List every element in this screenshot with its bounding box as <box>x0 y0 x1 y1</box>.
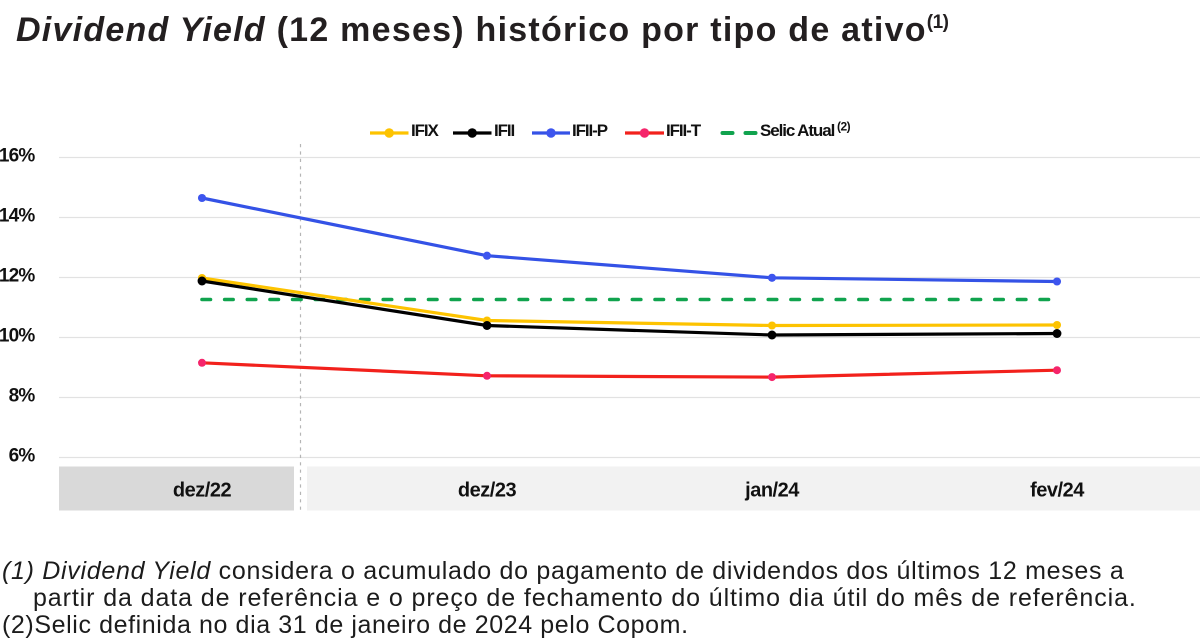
svg-text:16%: 16% <box>0 146 35 167</box>
svg-text:8%: 8% <box>9 386 36 407</box>
svg-text:Selic Atual: Selic Atual <box>760 121 835 140</box>
svg-text:14%: 14% <box>0 206 35 227</box>
svg-text:dez/23: dez/23 <box>458 480 517 502</box>
svg-text:IFIX: IFIX <box>411 121 440 140</box>
svg-text:IFII: IFII <box>494 121 515 140</box>
svg-text:6%: 6% <box>9 446 36 467</box>
svg-text:(2): (2) <box>837 120 851 134</box>
svg-text:IFII-P: IFII-P <box>572 121 608 140</box>
svg-text:12%: 12% <box>0 266 35 287</box>
svg-text:10%: 10% <box>0 326 35 347</box>
svg-text:dez/22: dez/22 <box>173 480 232 502</box>
svg-text:IFII-T: IFII-T <box>666 121 702 140</box>
svg-text:jan/24: jan/24 <box>744 480 800 502</box>
svg-text:fev/24: fev/24 <box>1030 480 1085 502</box>
